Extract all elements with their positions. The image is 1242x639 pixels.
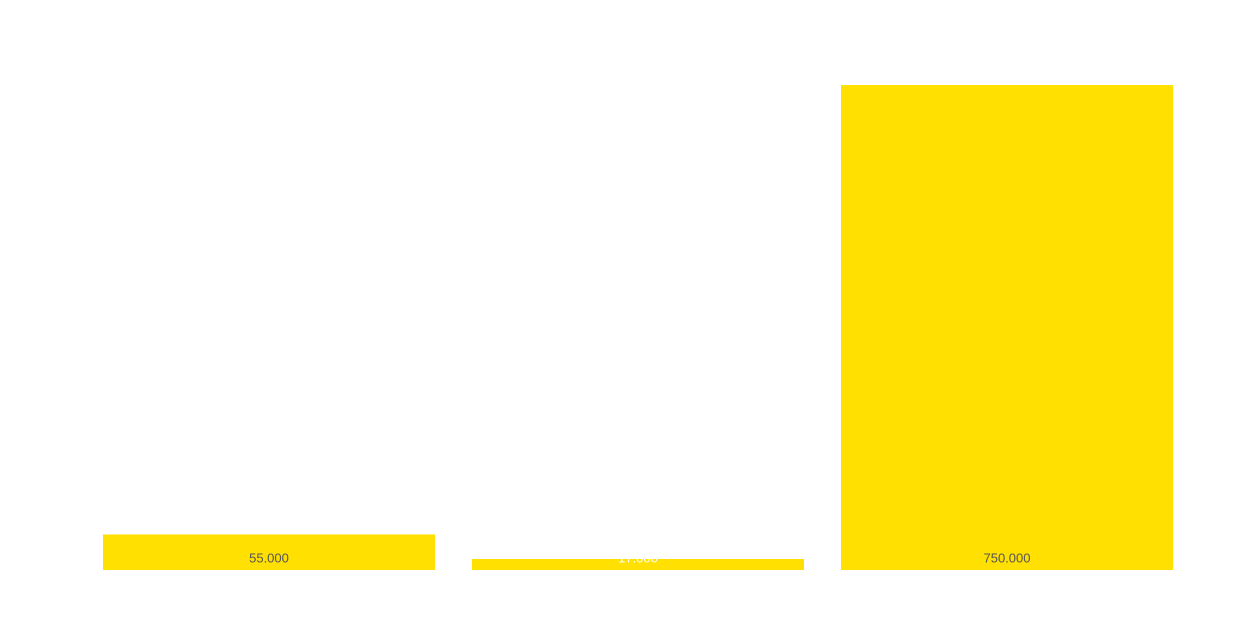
value-label: 17.000 — [618, 550, 658, 565]
value-label: 750.000 — [984, 550, 1031, 565]
bar — [841, 85, 1173, 570]
bar — [103, 534, 435, 570]
value-label: 55.000 — [249, 550, 289, 565]
bar — [472, 559, 804, 570]
